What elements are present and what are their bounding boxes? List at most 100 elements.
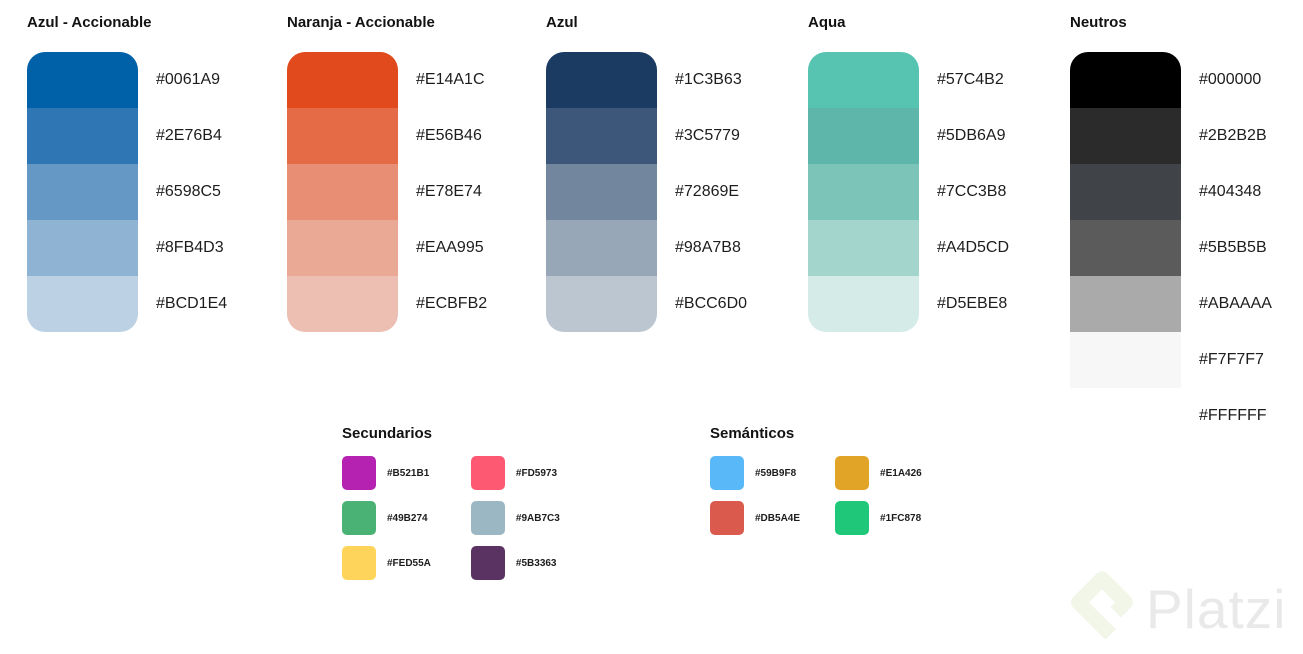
color-row: #BCC6D0 <box>546 276 747 332</box>
color-hex-label: #5B3363 <box>515 557 557 569</box>
color-swatch <box>470 546 505 580</box>
color-swatch <box>1070 52 1181 108</box>
color-row: #BCD1E4 <box>27 276 227 332</box>
color-hex-label: #3C5779 <box>675 127 740 144</box>
color-swatch <box>287 164 398 220</box>
color-swatch <box>808 220 919 276</box>
palette-naranja-accionable: Naranja - Accionable #E14A1C #E56B46 #E78E… <box>287 14 487 332</box>
color-swatch <box>287 276 398 332</box>
color-row: #0061A9 <box>27 52 227 108</box>
color-row: #F7F7F7 <box>1070 332 1272 388</box>
color-row: #ECBFB2 <box>287 276 487 332</box>
color-swatch <box>1070 164 1181 220</box>
color-row: #A4D5CD <box>808 220 1009 276</box>
color-swatch <box>808 164 919 220</box>
semantic-colors-grid: #59B9F8 #E1A426 #DB5A4E #1FC878 <box>710 456 922 535</box>
color-hex-label: #E78E74 <box>416 183 482 200</box>
color-swatch <box>1070 220 1181 276</box>
color-row: #7CC3B8 <box>808 164 1009 220</box>
semantic-colors-section: Semánticos #59B9F8 #E1A426 #DB5A4E #1FC878 <box>710 425 922 535</box>
color-row: #72869E <box>546 164 747 220</box>
palette-neutros: Neutros #000000 #2B2B2B #404348 #5B5B5B #ABA… <box>1070 14 1272 444</box>
color-swatch <box>27 164 138 220</box>
color-swatch <box>342 546 376 580</box>
color-cell: #9AB7C3 <box>470 501 560 535</box>
color-swatch <box>710 456 744 490</box>
secondary-colors-section: Secundarios #B521B1 #FD5973 #49B274 #9AB7C3… <box>342 425 560 580</box>
palette-title: Azul <box>546 14 578 31</box>
color-swatch <box>808 276 919 332</box>
secondary-colors-grid: #B521B1 #FD5973 #49B274 #9AB7C3 #FED55A #5B33… <box>342 456 560 580</box>
palette-title: Naranja - Accionable <box>287 14 435 31</box>
color-hex-label: #5B5B5B <box>1199 239 1267 256</box>
palette-swatch-list: #0061A9 #2E76B4 #6598C5 #8FB4D3 #BCD1E4 <box>27 52 227 332</box>
color-swatch <box>1070 108 1181 164</box>
color-hex-label: #ABAAAA <box>1199 295 1272 312</box>
color-hex-label: #2B2B2B <box>1199 127 1267 144</box>
color-hex-label: #404348 <box>1199 183 1262 200</box>
color-swatch <box>1070 388 1181 444</box>
color-swatch <box>27 220 138 276</box>
platzi-wordmark: Platzi <box>1146 578 1287 640</box>
palette-title: Neutros <box>1070 14 1127 31</box>
color-hex-label: #F7F7F7 <box>1199 351 1264 368</box>
color-cell: #B521B1 <box>342 456 431 490</box>
color-row: #57C4B2 <box>808 52 1009 108</box>
color-hex-label: #6598C5 <box>156 183 221 200</box>
color-swatch <box>808 108 919 164</box>
color-hex-label: #D5EBE8 <box>937 295 1008 312</box>
color-row: #E14A1C <box>287 52 487 108</box>
color-hex-label: #1FC878 <box>880 512 922 524</box>
color-hex-label: #9AB7C3 <box>515 512 560 524</box>
palette-aqua: Aqua #57C4B2 #5DB6A9 #7CC3B8 #A4D5CD #D5EBE8 <box>808 14 1009 332</box>
color-row: #FFFFFF <box>1070 388 1272 444</box>
color-swatch <box>1070 332 1181 388</box>
color-row: #5B5B5B <box>1070 220 1272 276</box>
color-row: #E78E74 <box>287 164 487 220</box>
color-cell: #59B9F8 <box>710 456 800 490</box>
color-hex-label: #98A7B8 <box>675 239 741 256</box>
color-row: #1C3B63 <box>546 52 747 108</box>
color-cell: #FD5973 <box>470 456 560 490</box>
palette-azul: Azul #1C3B63 #3C5779 #72869E #98A7B8 #BCC6D0 <box>546 14 747 332</box>
color-swatch <box>342 501 376 535</box>
color-swatch <box>287 220 398 276</box>
color-swatch <box>27 52 138 108</box>
color-swatch <box>546 164 657 220</box>
color-row: #EAA995 <box>287 220 487 276</box>
color-swatch <box>27 108 138 164</box>
color-hex-label: #A4D5CD <box>937 239 1010 256</box>
color-swatch <box>710 501 744 535</box>
color-cell: #FED55A <box>342 546 431 580</box>
color-hex-label: #000000 <box>1199 71 1262 88</box>
color-swatch <box>835 501 870 535</box>
color-swatch <box>470 501 505 535</box>
color-cell: #5B3363 <box>470 546 560 580</box>
color-hex-label: #E14A1C <box>416 71 485 88</box>
color-hex-label: #59B9F8 <box>755 467 797 479</box>
color-swatch <box>835 456 870 490</box>
color-hex-label: #5DB6A9 <box>937 127 1006 144</box>
color-hex-label: #1C3B63 <box>675 71 742 88</box>
color-hex-label: #EAA995 <box>416 239 484 256</box>
color-row: #98A7B8 <box>546 220 747 276</box>
color-hex-label: #E1A426 <box>880 467 922 479</box>
color-row: #E56B46 <box>287 108 487 164</box>
color-cell: #49B274 <box>342 501 431 535</box>
color-row: #8FB4D3 <box>27 220 227 276</box>
color-row: #D5EBE8 <box>808 276 1009 332</box>
palette-title: Azul - Accionable <box>27 14 152 31</box>
color-hex-label: #DB5A4E <box>755 512 801 524</box>
color-hex-label: #0061A9 <box>156 71 221 88</box>
palette-swatch-list: #57C4B2 #5DB6A9 #7CC3B8 #A4D5CD #D5EBE8 <box>808 52 1009 332</box>
color-row: #5DB6A9 <box>808 108 1009 164</box>
color-swatch <box>808 52 919 108</box>
palette-azul-accionable: Azul - Accionable #0061A9 #2E76B4 #6598C5 #… <box>27 14 227 332</box>
section-title: Secundarios <box>342 425 433 442</box>
color-row: #2E76B4 <box>27 108 227 164</box>
color-row: #ABAAAA <box>1070 276 1272 332</box>
color-row: #3C5779 <box>546 108 747 164</box>
color-swatch <box>546 276 657 332</box>
color-hex-label: #B521B1 <box>387 467 430 479</box>
color-swatch <box>546 108 657 164</box>
